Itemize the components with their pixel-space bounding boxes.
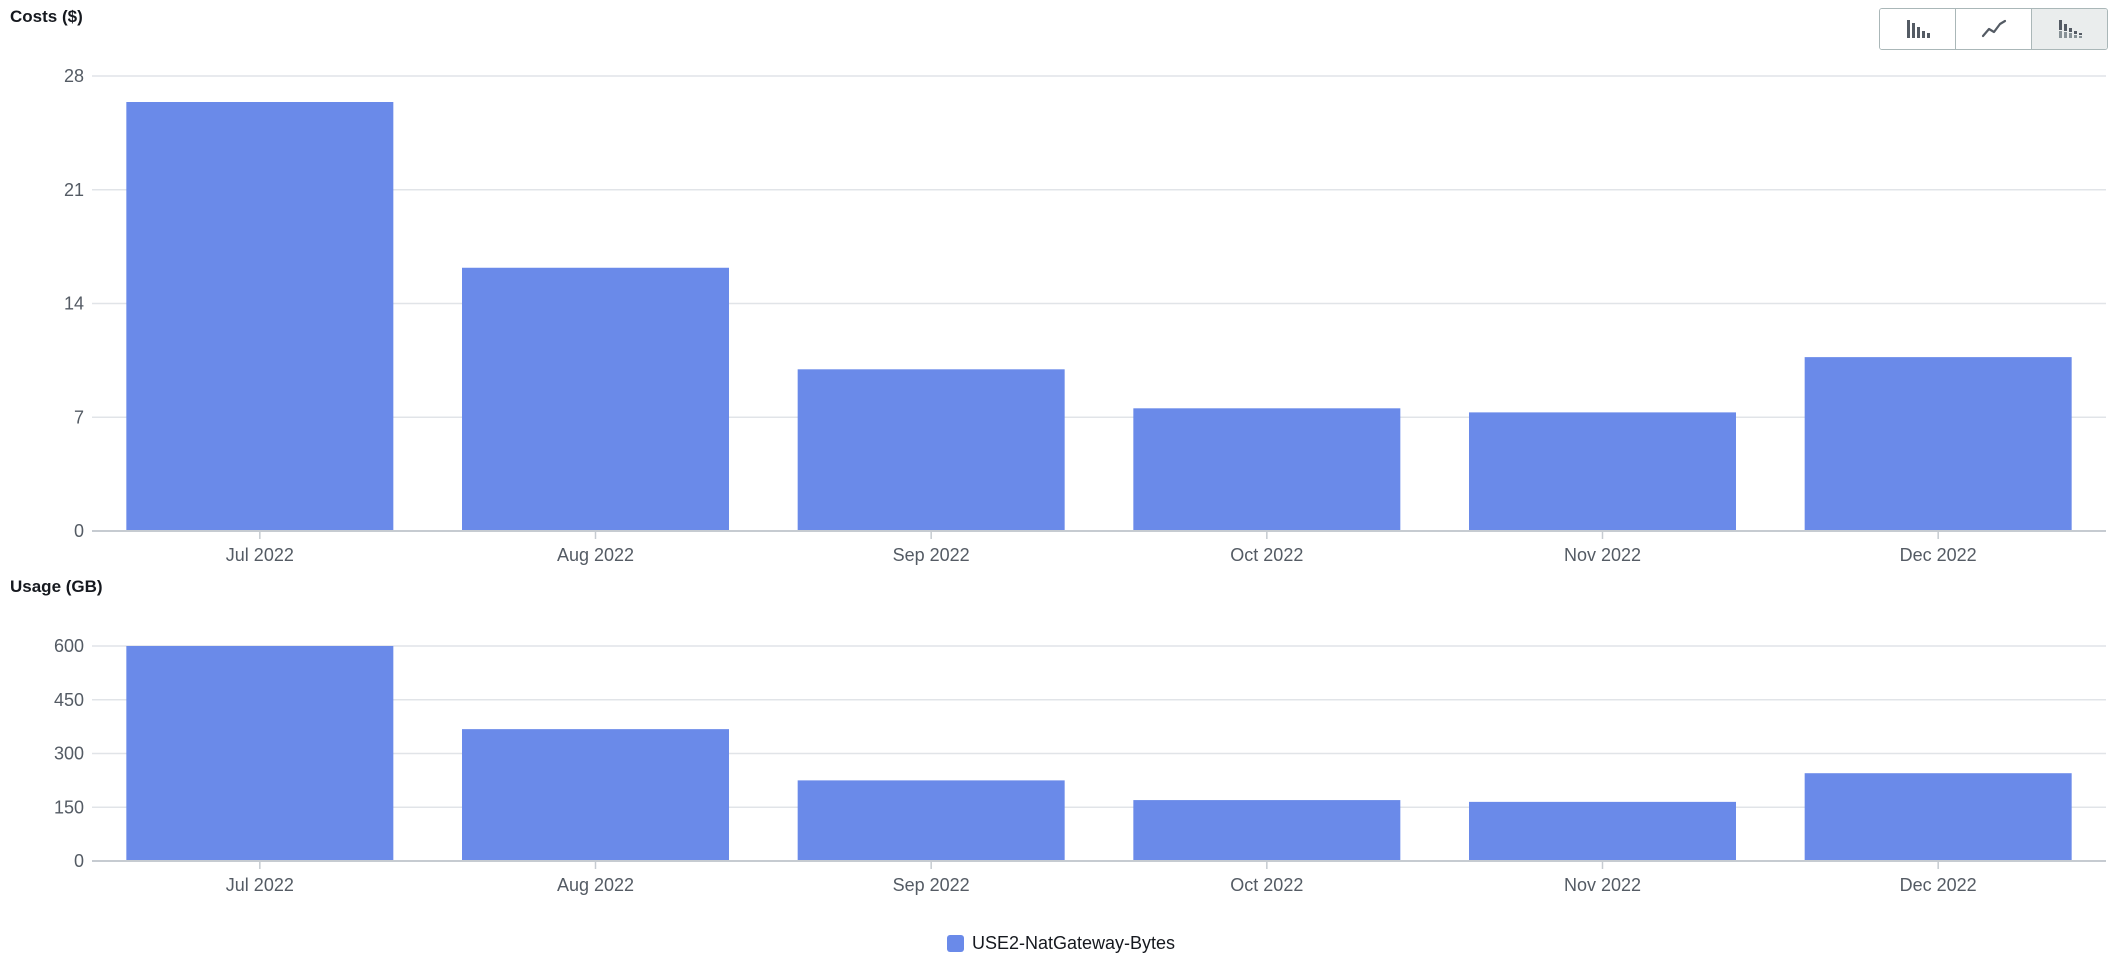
bar[interactable] (462, 729, 729, 861)
y-tick-label: 21 (64, 180, 84, 200)
bar[interactable] (126, 646, 394, 861)
bar-chart-icon (1906, 20, 1930, 38)
y-tick-label: 300 (54, 744, 84, 764)
bar[interactable] (126, 102, 394, 531)
chart-title: Costs ($) (10, 7, 83, 26)
bar[interactable] (1469, 412, 1736, 531)
bar[interactable] (1133, 800, 1401, 861)
x-tick-label: Dec 2022 (1900, 545, 1977, 565)
x-tick-label: Dec 2022 (1900, 875, 1977, 895)
line-chart-button[interactable] (1956, 9, 2032, 49)
costs-chart: Costs ($) 0 7 14 21 28 Jul 2022 Aug 2022 Sep 202… (10, 7, 2106, 565)
bar[interactable] (1804, 357, 2072, 531)
y-tick-label: 14 (64, 294, 84, 314)
x-tick-label: Oct 2022 (1230, 545, 1303, 565)
x-tick-label: Jul 2022 (226, 545, 294, 565)
legend-label[interactable]: USE2-NatGateway-Bytes (971, 932, 1176, 953)
x-tick-label: Jul 2022 (226, 875, 294, 895)
y-tick-label: 150 (54, 797, 84, 817)
y-tick-label: 600 (54, 636, 84, 656)
x-tick-label: Oct 2022 (1230, 875, 1303, 895)
y-tick-label: 28 (64, 66, 84, 86)
usage-chart: Usage (GB) 0 150 300 450 600 Jul 2022 Aug 2022 S… (10, 577, 2106, 895)
x-tick-label: Sep 2022 (893, 545, 970, 565)
y-tick-label: 450 (54, 690, 84, 710)
x-tick-label: Nov 2022 (1564, 875, 1641, 895)
chart-type-toggle (1879, 8, 2108, 50)
y-tick-label: 0 (74, 521, 84, 541)
x-tick-label: Sep 2022 (893, 875, 970, 895)
x-tick-label: Aug 2022 (557, 875, 634, 895)
line-chart-icon (1981, 19, 2006, 38)
x-tick-label: Aug 2022 (557, 545, 634, 565)
stacked-bar-chart-button[interactable] (2032, 9, 2107, 49)
stacked-bar-chart-icon (2058, 20, 2082, 38)
bar[interactable] (1804, 773, 2072, 861)
bar-chart-button[interactable] (1880, 9, 1956, 49)
bar[interactable] (797, 369, 1065, 531)
y-tick-label: 7 (74, 407, 84, 427)
bar[interactable] (1469, 801, 1736, 861)
bar[interactable] (462, 267, 729, 531)
chart-legend: USE2-NatGateway-Bytes (0, 928, 2122, 958)
chart-title: Usage (GB) (10, 577, 103, 596)
x-tick-label: Nov 2022 (1564, 545, 1641, 565)
legend-swatch[interactable] (946, 934, 964, 952)
bar[interactable] (1133, 408, 1401, 531)
y-tick-label: 0 (74, 851, 84, 871)
bar[interactable] (797, 780, 1065, 861)
